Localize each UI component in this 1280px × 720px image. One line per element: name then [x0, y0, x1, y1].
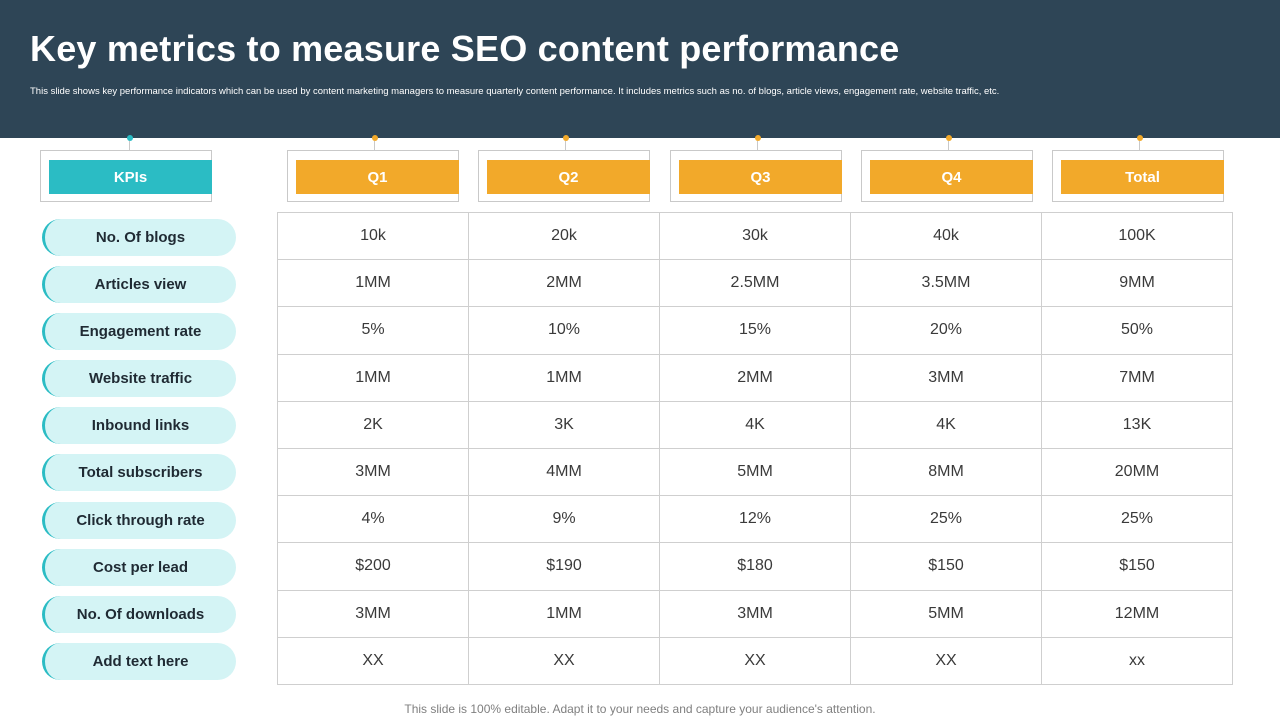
table-cell: 25% [850, 495, 1042, 544]
table-cell: 13K [1041, 400, 1233, 449]
table-cell: 3MM [659, 589, 851, 638]
table-cell: 7MM [1041, 353, 1233, 402]
q3-header-label: Q3 [679, 160, 842, 194]
q3-column-header: Q3 [670, 135, 842, 202]
table-cell: $180 [659, 542, 851, 591]
table-row: 1MM 2MM 2.5MM 3.5MM 9MM [277, 259, 1233, 308]
page-subtitle: This slide shows key performance indicat… [30, 86, 1000, 97]
table-cell: 5MM [850, 589, 1042, 638]
q1-header-label: Q1 [296, 160, 459, 194]
table-cell: 2K [277, 400, 469, 449]
q2-header-label: Q2 [487, 160, 650, 194]
connector-line [565, 141, 566, 151]
table-cell: 30k [659, 211, 851, 261]
kpi-label: Total subscribers [42, 454, 236, 491]
table-cell: XX [850, 636, 1042, 686]
table-row: 2K 3K 4K 4K 13K [277, 400, 1233, 449]
table-cell: 3K [468, 400, 660, 449]
table-cell: XX [468, 636, 660, 686]
table-cell: 5MM [659, 447, 851, 497]
table-cell: xx [1041, 636, 1233, 686]
table-cell: 4K [850, 400, 1042, 449]
table-cell: 20MM [1041, 447, 1233, 497]
kpi-label: No. Of blogs [42, 219, 236, 256]
kpi-label: Add text here [42, 643, 236, 680]
connector-dot-icon [127, 135, 133, 141]
table-cell: 1MM [277, 259, 469, 308]
table-row: 10k 20k 30k 40k 100K [277, 211, 1233, 261]
connector-line [757, 141, 758, 151]
kpi-label: Click through rate [42, 502, 236, 539]
kpi-header-label: KPIs [49, 160, 212, 194]
table-cell: 1MM [277, 353, 469, 402]
table-row: 5% 10% 15% 20% 50% [277, 306, 1233, 355]
table-cell: XX [277, 636, 469, 686]
table-row: $200 $190 $180 $150 $150 [277, 542, 1233, 591]
table-row: 3MM 1MM 3MM 5MM 12MM [277, 589, 1233, 638]
kpi-label: Website traffic [42, 360, 236, 397]
connector-line [129, 141, 130, 151]
table-cell: 3.5MM [850, 259, 1042, 308]
connector-line [1139, 141, 1140, 151]
table-cell: 4% [277, 495, 469, 544]
table-cell: 9% [468, 495, 660, 544]
connector-dot-icon [372, 135, 378, 141]
table-cell: 4K [659, 400, 851, 449]
header-banner: Key metrics to measure SEO content perfo… [0, 0, 1280, 138]
connector-dot-icon [563, 135, 569, 141]
table-cell: 10k [277, 211, 469, 261]
table-cell: $200 [277, 542, 469, 591]
table-cell: $150 [850, 542, 1042, 591]
connector-line [948, 141, 949, 151]
kpi-label: Inbound links [42, 407, 236, 444]
metrics-table: 10k 20k 30k 40k 100K 1MM 2MM 2.5MM 3.5MM… [277, 211, 1233, 686]
page-title: Key metrics to measure SEO content perfo… [30, 28, 900, 69]
connector-line [374, 141, 375, 151]
table-cell: 12% [659, 495, 851, 544]
table-cell: 20% [850, 306, 1042, 355]
q2-column-header: Q2 [478, 135, 650, 202]
table-cell: 2.5MM [659, 259, 851, 308]
footer-note: This slide is 100% editable. Adapt it to… [404, 702, 876, 716]
kpi-label: No. Of downloads [42, 596, 236, 633]
q1-column-header: Q1 [287, 135, 459, 202]
table-cell: 100K [1041, 211, 1233, 261]
table-cell: 9MM [1041, 259, 1233, 308]
kpi-label: Cost per lead [42, 549, 236, 586]
table-cell: 4MM [468, 447, 660, 497]
table-cell: 25% [1041, 495, 1233, 544]
table-row: 4% 9% 12% 25% 25% [277, 495, 1233, 544]
q4-column-header: Q4 [861, 135, 1033, 202]
table-cell: 2MM [659, 353, 851, 402]
total-header-label: Total [1061, 160, 1224, 194]
table-cell: $150 [1041, 542, 1233, 591]
table-cell: 12MM [1041, 589, 1233, 638]
table-cell: 10% [468, 306, 660, 355]
table-cell: 20k [468, 211, 660, 261]
table-cell: $190 [468, 542, 660, 591]
table-cell: 15% [659, 306, 851, 355]
kpi-label: Articles view [42, 266, 236, 303]
table-cell: 3MM [850, 353, 1042, 402]
connector-dot-icon [1137, 135, 1143, 141]
kpi-label: Engagement rate [42, 313, 236, 350]
connector-dot-icon [755, 135, 761, 141]
connector-dot-icon [946, 135, 952, 141]
table-cell: 50% [1041, 306, 1233, 355]
table-cell: 2MM [468, 259, 660, 308]
table-row: 3MM 4MM 5MM 8MM 20MM [277, 447, 1233, 497]
kpi-column-header: KPIs [40, 135, 212, 202]
table-cell: 3MM [277, 447, 469, 497]
table-cell: 3MM [277, 589, 469, 638]
table-cell: 5% [277, 306, 469, 355]
table-row: XX XX XX XX xx [277, 636, 1233, 686]
table-cell: XX [659, 636, 851, 686]
table-row: 1MM 1MM 2MM 3MM 7MM [277, 353, 1233, 402]
total-column-header: Total [1052, 135, 1224, 202]
table-cell: 8MM [850, 447, 1042, 497]
table-cell: 1MM [468, 589, 660, 638]
table-cell: 1MM [468, 353, 660, 402]
table-cell: 40k [850, 211, 1042, 261]
q4-header-label: Q4 [870, 160, 1033, 194]
